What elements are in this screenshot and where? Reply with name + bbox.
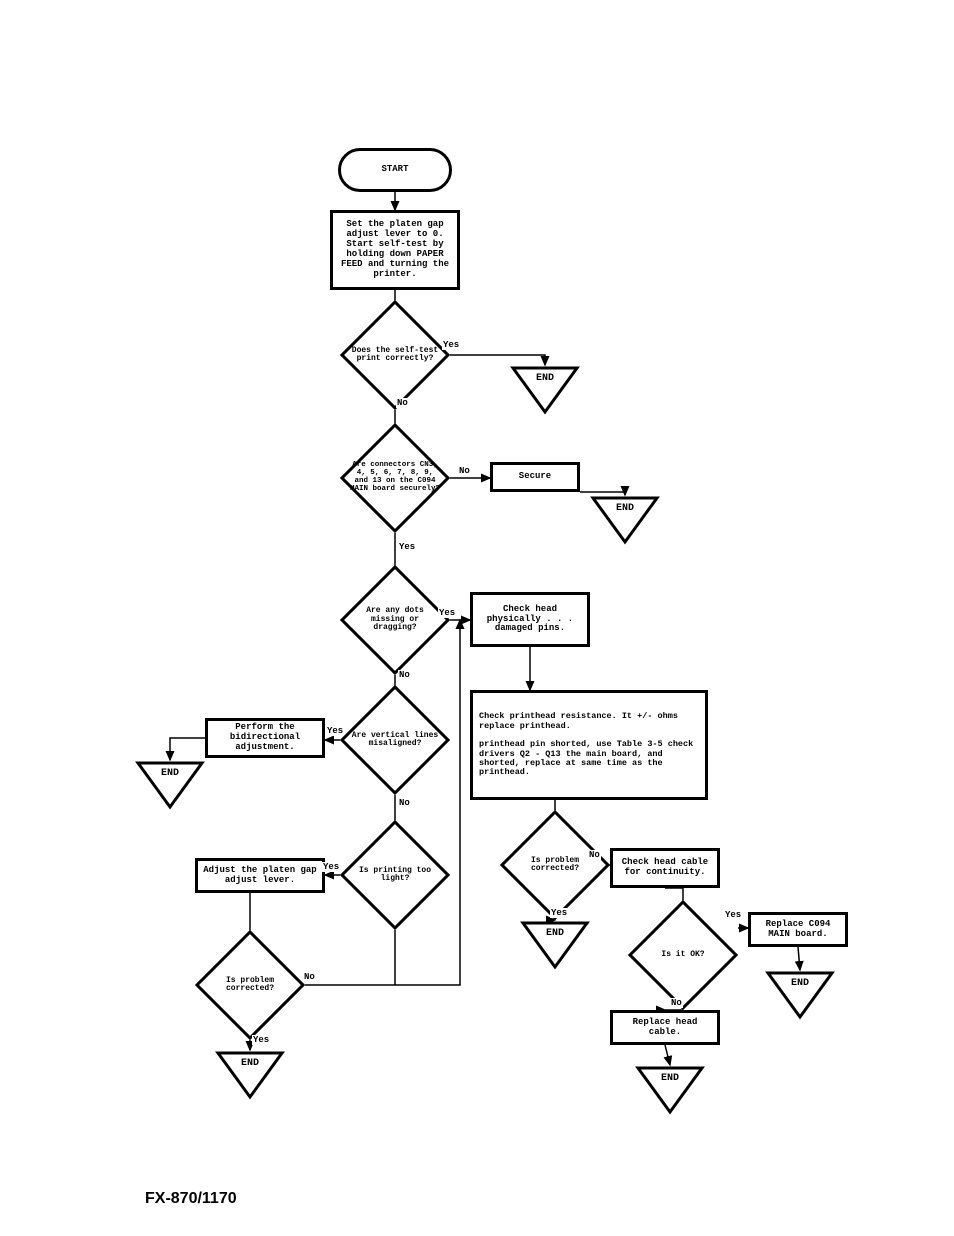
end-7-label: END — [635, 1073, 705, 1084]
process-replace-main-label: Replace C094 MAIN board. — [755, 920, 841, 940]
page-footer: FX-870/1170 — [145, 1190, 237, 1208]
decision-light: Is printing too light? — [340, 820, 450, 930]
decision-selftest-label: Does the self-test print correctly? — [350, 347, 440, 364]
process-check-cable: Check head cable for continuity. — [610, 848, 720, 888]
process-check-head-label: Check head physically . . . damaged pins… — [477, 605, 583, 635]
decision-corrected-1: Is problem corrected? — [195, 930, 305, 1040]
process-secure: Secure — [490, 462, 580, 492]
edge-label: Yes — [442, 340, 460, 350]
decision-corrected-2: Is problem corrected? — [500, 810, 610, 920]
end-node-4: END — [215, 1050, 285, 1100]
decision-dots: Are any dots missing or dragging? — [340, 565, 450, 675]
edge-label: Yes — [322, 862, 340, 872]
process-bidir-label: Perform the bidirectional adjustment. — [212, 723, 318, 753]
edge-label: Yes — [438, 608, 456, 618]
edge-label: No — [303, 972, 316, 982]
process-replace-cable-label: Replace head cable. — [617, 1018, 713, 1038]
end-5-label: END — [520, 928, 590, 939]
edge-label: Yes — [398, 542, 416, 552]
end-node-1: END — [510, 365, 580, 415]
decision-vertical-label: Are vertical lines misaligned? — [350, 732, 440, 749]
edge-label: Yes — [252, 1035, 270, 1045]
process-replace-cable: Replace head cable. — [610, 1010, 720, 1045]
edge-label: No — [398, 670, 411, 680]
process-replace-main: Replace C094 MAIN board. — [748, 912, 848, 947]
end-2-label: END — [590, 503, 660, 514]
edge-label: Yes — [550, 908, 568, 918]
decision-dots-label: Are any dots missing or dragging? — [350, 607, 440, 632]
process-set-platen-label: Set the platen gap adjust lever to 0. St… — [337, 220, 453, 279]
edge-label: Yes — [326, 726, 344, 736]
footer-text: FX-870/1170 — [145, 1190, 237, 1207]
start-label: START — [381, 165, 408, 175]
flowchart-canvas: START Set the platen gap adjust lever to… — [0, 0, 954, 1236]
end-1-label: END — [510, 373, 580, 384]
process-check-resistance: Check printhead resistance. It +/- ohms … — [470, 690, 708, 800]
end-node-7: END — [635, 1065, 705, 1115]
process-bidir: Perform the bidirectional adjustment. — [205, 718, 325, 758]
end-3-label: END — [135, 768, 205, 779]
edge-label: No — [458, 466, 471, 476]
edge-label: Yes — [724, 910, 742, 920]
end-node-3: END — [135, 760, 205, 810]
decision-ok: Is it OK? — [628, 900, 738, 1010]
process-check-head: Check head physically . . . damaged pins… — [470, 592, 590, 647]
end-node-2: END — [590, 495, 660, 545]
end-node-5: END — [520, 920, 590, 970]
edge-label: No — [396, 398, 409, 408]
process-check-resistance-label: Check printhead resistance. It +/- ohms … — [479, 712, 699, 777]
decision-corrected-2-label: Is problem corrected? — [510, 857, 600, 874]
end-6-label: END — [765, 978, 835, 989]
decision-selftest: Does the self-test print correctly? — [340, 300, 450, 410]
decision-ok-label: Is it OK? — [638, 951, 728, 959]
end-4-label: END — [215, 1058, 285, 1069]
decision-corrected-1-label: Is problem corrected? — [205, 977, 295, 994]
decision-vertical: Are vertical lines misaligned? — [340, 685, 450, 795]
start-node: START — [338, 148, 452, 192]
process-adjust-platen-label: Adjust the platen gap adjust lever. — [202, 866, 318, 886]
edge-label: No — [398, 798, 411, 808]
decision-connectors: Are connectors CN3, 4, 5, 6, 7, 8, 9, an… — [340, 423, 450, 533]
end-node-6: END — [765, 970, 835, 1020]
process-secure-label: Secure — [519, 472, 551, 482]
process-adjust-platen: Adjust the platen gap adjust lever. — [195, 858, 325, 893]
process-check-cable-label: Check head cable for continuity. — [617, 858, 713, 878]
edge-label: No — [670, 998, 683, 1008]
decision-light-label: Is printing too light? — [350, 867, 440, 884]
decision-connectors-label: Are connectors CN3, 4, 5, 6, 7, 8, 9, an… — [350, 462, 440, 494]
process-set-platen: Set the platen gap adjust lever to 0. St… — [330, 210, 460, 290]
